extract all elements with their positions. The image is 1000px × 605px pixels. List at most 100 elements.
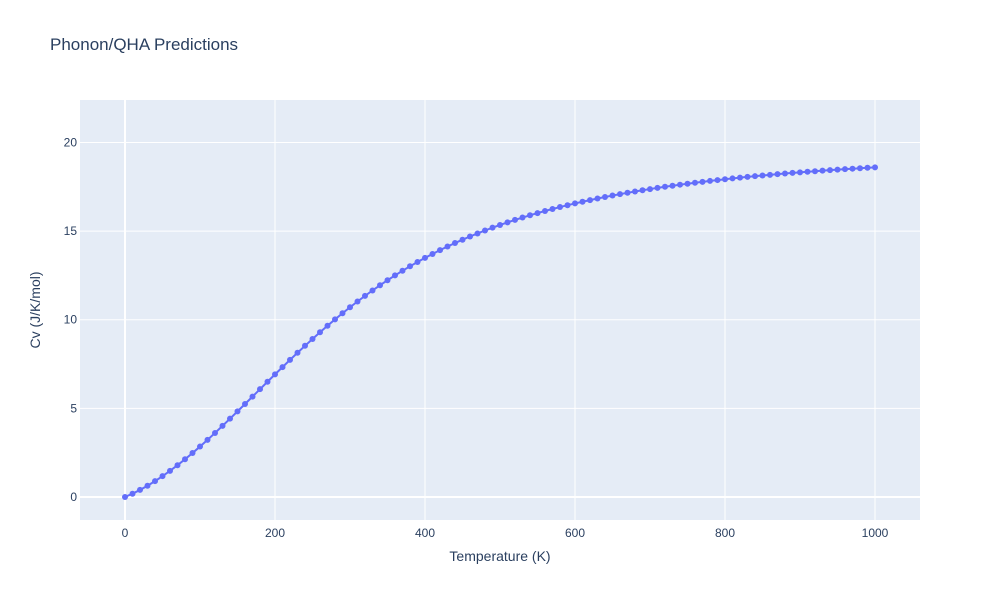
data-point[interactable] [744, 173, 751, 180]
data-point[interactable] [752, 173, 758, 180]
data-point[interactable] [437, 247, 443, 254]
data-point[interactable] [864, 164, 871, 171]
data-point[interactable] [827, 167, 833, 174]
data-point[interactable] [849, 165, 856, 172]
data-point[interactable] [519, 214, 526, 221]
data-point[interactable] [669, 182, 676, 189]
data-point[interactable] [759, 172, 766, 179]
data-point[interactable] [459, 236, 466, 243]
data-point[interactable] [572, 200, 578, 207]
data-point[interactable] [654, 184, 661, 191]
data-point[interactable] [414, 259, 421, 266]
data-point[interactable] [212, 429, 218, 436]
data-point[interactable] [594, 195, 601, 202]
data-point[interactable] [167, 467, 173, 474]
data-point[interactable] [504, 219, 511, 226]
data-point[interactable] [399, 267, 406, 274]
data-point[interactable] [444, 243, 451, 250]
data-point[interactable] [782, 170, 788, 177]
data-point[interactable] [467, 233, 473, 240]
data-point[interactable] [152, 478, 158, 485]
data-point[interactable] [354, 298, 361, 305]
data-point[interactable] [482, 227, 488, 234]
data-point[interactable] [272, 371, 278, 378]
data-point[interactable] [714, 177, 721, 184]
data-point[interactable] [384, 277, 391, 284]
data-point[interactable] [729, 175, 736, 182]
data-point[interactable] [317, 329, 323, 336]
data-point[interactable] [422, 254, 428, 261]
data-point[interactable] [159, 473, 166, 480]
data-point[interactable] [699, 178, 706, 185]
data-point[interactable] [249, 393, 256, 400]
data-point[interactable] [579, 198, 586, 205]
data-point[interactable] [332, 316, 338, 323]
data-point[interactable] [257, 386, 263, 393]
data-point[interactable] [617, 191, 623, 198]
data-point[interactable] [227, 415, 233, 422]
data-point[interactable] [309, 335, 316, 342]
data-point[interactable] [632, 188, 638, 195]
data-point[interactable] [204, 436, 211, 443]
data-point[interactable] [639, 187, 646, 194]
data-point[interactable] [797, 169, 803, 176]
data-point[interactable] [602, 194, 608, 201]
data-point[interactable] [189, 450, 196, 457]
data-point[interactable] [857, 165, 863, 172]
data-point[interactable] [339, 310, 346, 317]
data-point[interactable] [137, 486, 143, 493]
data-point[interactable] [804, 168, 811, 175]
data-point[interactable] [542, 207, 548, 214]
data-point[interactable] [534, 210, 541, 217]
data-point[interactable] [624, 189, 631, 196]
data-point[interactable] [587, 197, 593, 204]
data-point[interactable] [557, 204, 563, 211]
data-point[interactable] [564, 202, 571, 209]
data-point[interactable] [369, 287, 376, 294]
data-point[interactable] [737, 174, 743, 181]
data-point[interactable] [452, 240, 458, 247]
data-point[interactable] [429, 250, 436, 257]
data-point[interactable] [609, 192, 616, 199]
data-point[interactable] [197, 443, 203, 450]
data-point[interactable] [549, 205, 556, 212]
data-point[interactable] [662, 183, 668, 190]
data-point[interactable] [287, 356, 293, 363]
data-point[interactable] [774, 171, 781, 178]
data-point[interactable] [872, 164, 878, 171]
data-point[interactable] [377, 282, 383, 289]
data-point[interactable] [362, 292, 368, 299]
data-point[interactable] [677, 181, 683, 188]
data-point[interactable] [474, 230, 481, 237]
data-point[interactable] [789, 169, 796, 176]
data-point[interactable] [647, 186, 653, 193]
data-point[interactable] [279, 364, 286, 371]
data-point[interactable] [842, 166, 848, 173]
data-point[interactable] [324, 322, 331, 329]
data-point[interactable] [722, 176, 728, 183]
data-point[interactable] [767, 171, 773, 178]
data-point[interactable] [812, 168, 818, 175]
data-point[interactable] [294, 349, 301, 356]
data-point[interactable] [122, 493, 128, 500]
data-point[interactable] [497, 221, 503, 228]
data-point[interactable] [264, 378, 271, 385]
data-point[interactable] [182, 456, 188, 463]
data-point[interactable] [489, 224, 496, 231]
data-point[interactable] [129, 490, 136, 497]
data-point[interactable] [347, 304, 353, 311]
data-point[interactable] [707, 177, 713, 184]
data-point[interactable] [407, 263, 413, 270]
data-point[interactable] [174, 462, 181, 469]
data-point[interactable] [219, 422, 226, 429]
data-point[interactable] [819, 167, 826, 174]
data-point[interactable] [234, 408, 241, 415]
data-point[interactable] [392, 272, 398, 279]
data-point[interactable] [302, 342, 308, 349]
data-point[interactable] [834, 166, 841, 173]
data-point[interactable] [692, 179, 698, 186]
data-point[interactable] [684, 180, 691, 187]
data-point[interactable] [512, 216, 518, 223]
data-point[interactable] [144, 482, 151, 489]
data-point[interactable] [242, 401, 248, 408]
